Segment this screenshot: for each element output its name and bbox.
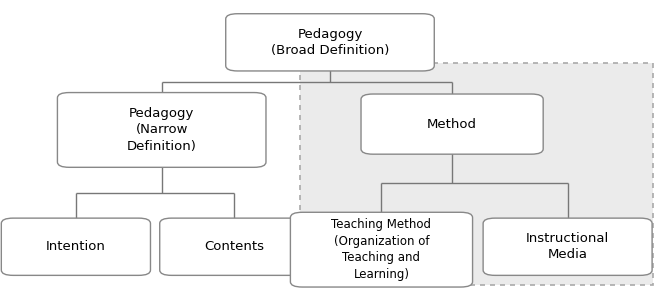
Text: Pedagogy
(Broad Definition): Pedagogy (Broad Definition) [271, 27, 389, 57]
Text: Method: Method [427, 118, 477, 131]
Text: Instructional
Media: Instructional Media [526, 232, 609, 262]
FancyBboxPatch shape [361, 94, 543, 154]
FancyBboxPatch shape [226, 14, 434, 71]
Text: Contents: Contents [205, 240, 264, 253]
FancyBboxPatch shape [483, 218, 652, 275]
Text: Teaching Method
(Organization of
Teaching and
Learning): Teaching Method (Organization of Teachin… [331, 218, 432, 281]
FancyBboxPatch shape [57, 93, 266, 167]
FancyBboxPatch shape [160, 218, 309, 275]
Text: Pedagogy
(Narrow
Definition): Pedagogy (Narrow Definition) [127, 107, 197, 153]
FancyBboxPatch shape [300, 63, 653, 285]
FancyBboxPatch shape [290, 212, 473, 287]
Text: Intention: Intention [46, 240, 106, 253]
FancyBboxPatch shape [1, 218, 150, 275]
